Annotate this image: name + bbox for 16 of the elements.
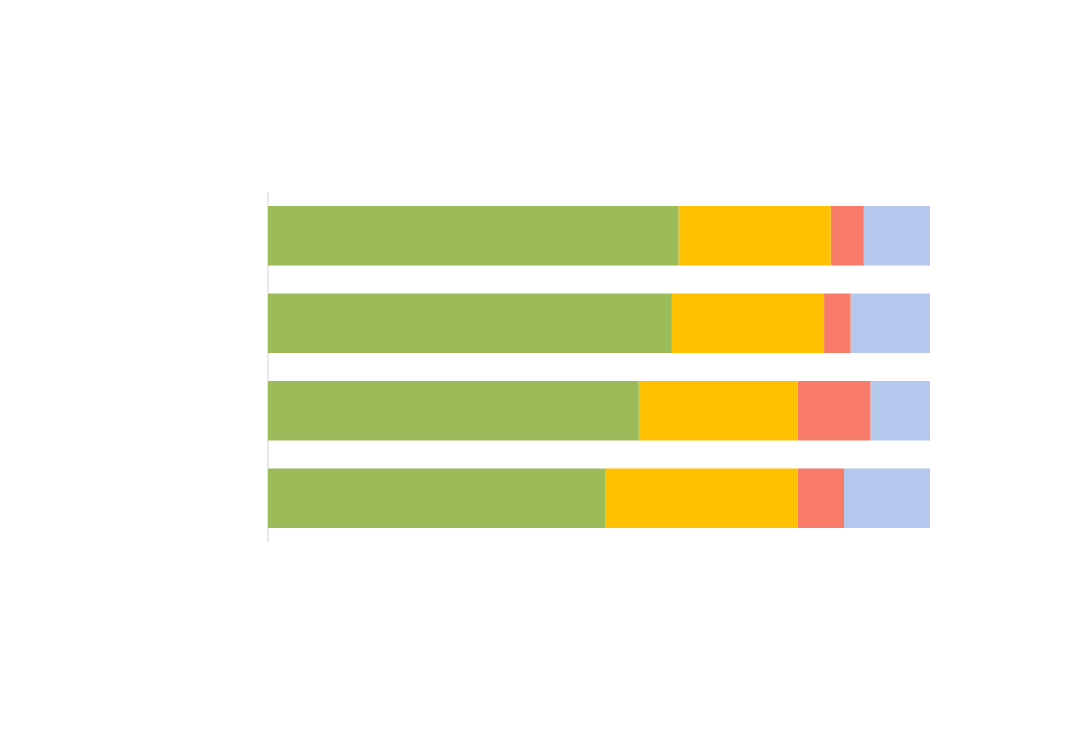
- bar: [268, 205, 679, 266]
- bar: [843, 468, 931, 528]
- bar: [671, 293, 825, 353]
- bar: [830, 205, 864, 266]
- bar: [870, 380, 931, 441]
- bar: [268, 468, 606, 528]
- bar: [268, 293, 672, 353]
- bar: [678, 205, 831, 266]
- bar: [638, 380, 798, 441]
- bar: [850, 293, 931, 353]
- bar: [605, 468, 798, 528]
- bar: [268, 380, 639, 441]
- bar: [824, 293, 851, 353]
- bar: [797, 468, 844, 528]
- bar: [863, 205, 931, 266]
- bar: [797, 380, 871, 441]
